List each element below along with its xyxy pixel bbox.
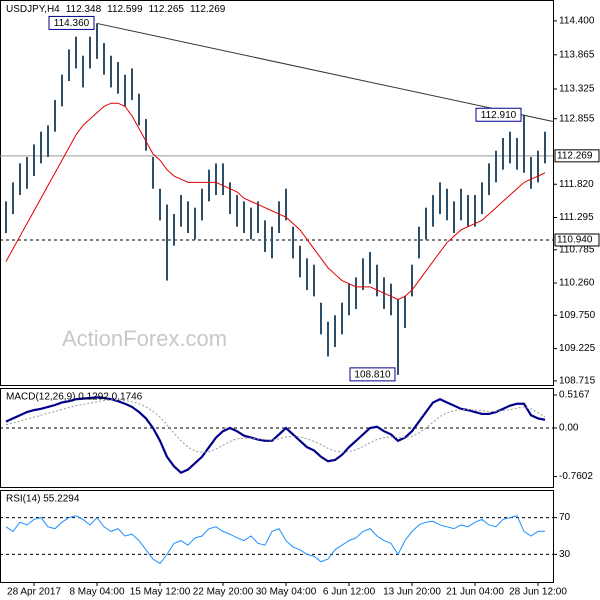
y-tick-label: 110.785 — [559, 244, 595, 255]
ohlc-readout: 112.269 — [190, 4, 226, 15]
indicator-title: MACD(12,26,9) 0.1292 0.1746 — [6, 392, 143, 403]
annotation-box — [48, 15, 95, 30]
y-tick-label: 30 — [559, 549, 571, 560]
annotation-box — [475, 107, 522, 122]
y-tick-label: 110.260 — [559, 278, 595, 289]
indicator-title: RSI(14) 55.2294 — [6, 494, 80, 505]
y-tick-label: 111.295 — [559, 212, 594, 223]
y-tick-label: 113.325 — [559, 84, 595, 95]
reference-label: 112.269 — [557, 150, 593, 161]
panel-frame — [0, 388, 554, 488]
panel-frame — [0, 490, 554, 583]
x-tick-label: 28 Apr 2017 — [7, 587, 61, 598]
ohlc-readout: 112.265 — [149, 4, 185, 15]
y-tick-label: 70 — [559, 512, 571, 523]
annotation-label: 114.360 — [54, 18, 90, 29]
y-tick-label: 114.400 — [559, 16, 595, 27]
y-tick-label: 108.715 — [559, 376, 596, 387]
chart-title: USDJPY,H4 112.348 112.599 112.265 112.269 — [6, 4, 226, 15]
y-tick-label: 109.750 — [559, 310, 596, 321]
trend-line — [96, 22, 554, 122]
annotation-label: 112.910 — [481, 110, 517, 121]
reference-label: 110.940 — [557, 235, 593, 246]
y-tick-label: 109.225 — [559, 343, 596, 354]
ohlc-readout: 112.599 — [107, 4, 143, 15]
x-tick-label: 22 May 20:00 — [193, 587, 254, 598]
indicator-line — [5, 396, 546, 475]
indicator-line — [5, 399, 546, 453]
annotation-label: 108.810 — [354, 370, 391, 381]
moving-average — [5, 102, 546, 301]
reference-label-box — [554, 149, 600, 163]
x-tick-label: 30 May 04:00 — [256, 587, 317, 598]
y-tick-label: 113.865 — [559, 49, 595, 60]
reference-label-box — [554, 233, 600, 247]
ohlc-readout: 112.348 — [66, 4, 102, 15]
x-tick-label: 8 May 04:00 — [69, 587, 124, 598]
y-tick-label: 0.5167 — [559, 390, 590, 401]
x-tick-label: 13 Jun 20:00 — [383, 587, 441, 598]
x-tick-label: 15 May 12:00 — [130, 587, 191, 598]
x-tick-label: 6 Jun 12:00 — [323, 587, 376, 598]
indicator-line — [5, 515, 546, 565]
y-tick-label: -0.7602 — [559, 471, 593, 482]
y-tick-label: 112.855 — [559, 113, 595, 124]
watermark: ActionForex.com — [62, 326, 227, 351]
y-tick-label: 111.820 — [559, 179, 594, 190]
x-tick-label: 28 Jun 12:00 — [509, 587, 567, 598]
annotation-box — [349, 367, 396, 382]
x-tick-label: 21 Jun 04:00 — [446, 587, 504, 598]
symbol: USDJPY,H4 — [6, 4, 60, 15]
y-tick-label: 0.00 — [559, 423, 579, 434]
